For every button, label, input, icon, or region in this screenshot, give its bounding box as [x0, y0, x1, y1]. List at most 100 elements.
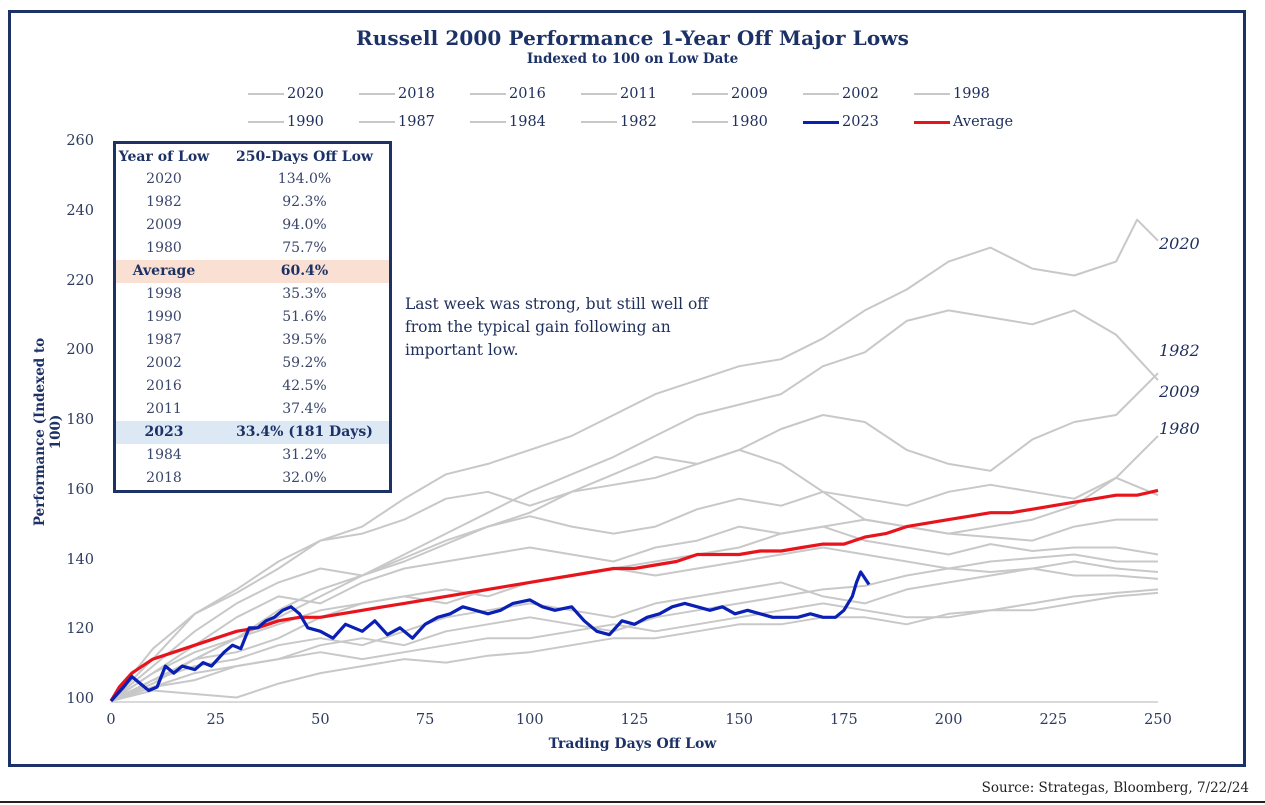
table-row: 2023 33.4% (181 Days): [116, 421, 389, 444]
x-tick-label: 50: [311, 712, 330, 728]
x-tick-label: 125: [620, 712, 649, 728]
table-row: 2009 94.0%: [116, 214, 389, 237]
legend-swatch: [248, 121, 284, 123]
table-cell-year: 1990: [146, 309, 182, 325]
y-tick-label: 160: [66, 481, 94, 498]
y-tick-label: 140: [66, 551, 94, 568]
x-tick-label: 75: [415, 712, 435, 728]
series-line-2002: [110, 476, 1159, 702]
legend-swatch: [914, 120, 950, 124]
legend-swatch: [692, 93, 728, 95]
legend-swatch: [359, 93, 395, 95]
x-axis-label: Trading Days Off Low: [548, 736, 717, 752]
y-tick-label: 220: [66, 272, 94, 289]
table-header-row: Year of Low 250-Days Off Low: [116, 144, 389, 168]
table-cell-year: 2023: [144, 424, 184, 440]
y-tick-label: 120: [66, 621, 94, 638]
x-tick-label: 200: [934, 712, 963, 728]
legend-row: 2020 2018 2016 2011 2009 2002 1998: [248, 85, 1025, 103]
series-line-2020: [110, 218, 1159, 702]
legend-swatch: [692, 121, 728, 123]
table-row: 1982 92.3%: [116, 191, 389, 214]
legend-item-2020: 2020: [248, 85, 359, 103]
series-line-1982: [110, 309, 1159, 702]
legend-swatch: [803, 120, 839, 124]
table-cell-value: 31.2%: [282, 447, 327, 463]
legend-label: 2009: [731, 86, 768, 102]
table-row: 2002 59.2%: [116, 352, 389, 375]
legend-label: 1980: [731, 114, 768, 130]
table-cell-value: 33.4% (181 Days): [236, 424, 373, 440]
table-cell-value: 39.5%: [282, 332, 327, 348]
legend-label: 2011: [620, 86, 657, 102]
legend-swatch: [581, 121, 617, 123]
series-line-average: [109, 488, 1159, 702]
legend-item-1990: 1990: [248, 113, 359, 131]
y-tick-label: 240: [66, 202, 94, 219]
x-tick-label: 25: [206, 712, 225, 728]
table-cell-year: 2009: [146, 217, 182, 233]
table-cell-year: 1987: [146, 332, 182, 348]
end-label-1980: 1980: [1159, 419, 1200, 438]
table-cell-year: 2018: [146, 470, 182, 486]
table-row: 2020 134.0%: [116, 168, 389, 191]
inset-table: Year of Low 250-Days Off Low 2020 134.0% 198…: [113, 141, 392, 493]
series-line-2011: [110, 560, 1159, 702]
table-row: 2016 42.5%: [116, 375, 389, 398]
table-row: Average 60.4%: [116, 260, 389, 283]
x-tick-label: 150: [725, 712, 754, 728]
chart-frame: [8, 10, 1246, 767]
legend-swatch: [470, 121, 506, 123]
table-row: 1980 75.7%: [116, 237, 389, 260]
table-column-header: Year of Low: [118, 149, 210, 165]
table-row: 1998 35.3%: [116, 283, 389, 306]
table-row: 2018 32.0%: [116, 467, 389, 490]
table-cell-value: 60.4%: [280, 263, 329, 279]
legend-item-2002: 2002: [803, 85, 914, 103]
legend-label: 2016: [509, 86, 546, 102]
bottom-divider: [0, 801, 1265, 803]
source-note: Source: Strategas, Bloomberg, 7/22/24: [981, 780, 1249, 796]
legend-label: 2020: [287, 86, 324, 102]
series-line-1987: [110, 546, 1158, 702]
end-label-2020: 2020: [1159, 234, 1200, 253]
table-cell-value: 42.5%: [282, 378, 327, 394]
table-row: 1987 39.5%: [116, 329, 389, 352]
table-cell-value: 32.0%: [282, 470, 327, 486]
table-cell-value: 134.0%: [277, 171, 332, 187]
legend-label: Average: [953, 114, 1014, 130]
legend-item-average: Average: [914, 113, 1025, 131]
legend-label: 2018: [398, 86, 435, 102]
table-row: 1990 51.6%: [116, 306, 389, 329]
table-cell-value: 35.3%: [282, 286, 327, 302]
table-cell-year: 2011: [146, 401, 182, 417]
table-cell-value: 94.0%: [282, 217, 327, 233]
table-cell-year: 1998: [146, 286, 182, 302]
legend-item-1987: 1987: [359, 113, 470, 131]
legend-label: 1982: [620, 114, 657, 130]
table-cell-value: 59.2%: [282, 355, 327, 371]
legend-item-1982: 1982: [581, 113, 692, 131]
x-tick-label: 225: [1039, 712, 1068, 728]
legend-swatch: [470, 93, 506, 95]
legend-label: 1990: [287, 114, 324, 130]
table-cell-year: 1982: [146, 194, 182, 210]
table-column-header: 250-Days Off Low: [236, 149, 373, 165]
legend-item-2009: 2009: [692, 85, 803, 103]
legend-item-1984: 1984: [470, 113, 581, 131]
legend-row: 1990 1987 1984 1982 1980 2023 Average: [248, 113, 1025, 131]
legend-label: 1998: [953, 86, 990, 102]
table-cell-year: Average: [132, 263, 196, 279]
legend-label: 2023: [842, 114, 879, 130]
series-line-1984: [110, 591, 1159, 702]
x-tick-label: 175: [830, 712, 858, 728]
series-line-2009: [110, 372, 1159, 702]
series-line-2018: [110, 588, 1159, 702]
annotation-text: Last week was strong, but still well off…: [405, 295, 709, 359]
table-cell-year: 2002: [146, 355, 182, 371]
x-tick-label: 100: [515, 712, 544, 728]
legend-swatch: [359, 121, 395, 123]
legend-item-1980: 1980: [692, 113, 803, 131]
chart-subtitle: Indexed to 100 on Low Date: [526, 51, 739, 67]
